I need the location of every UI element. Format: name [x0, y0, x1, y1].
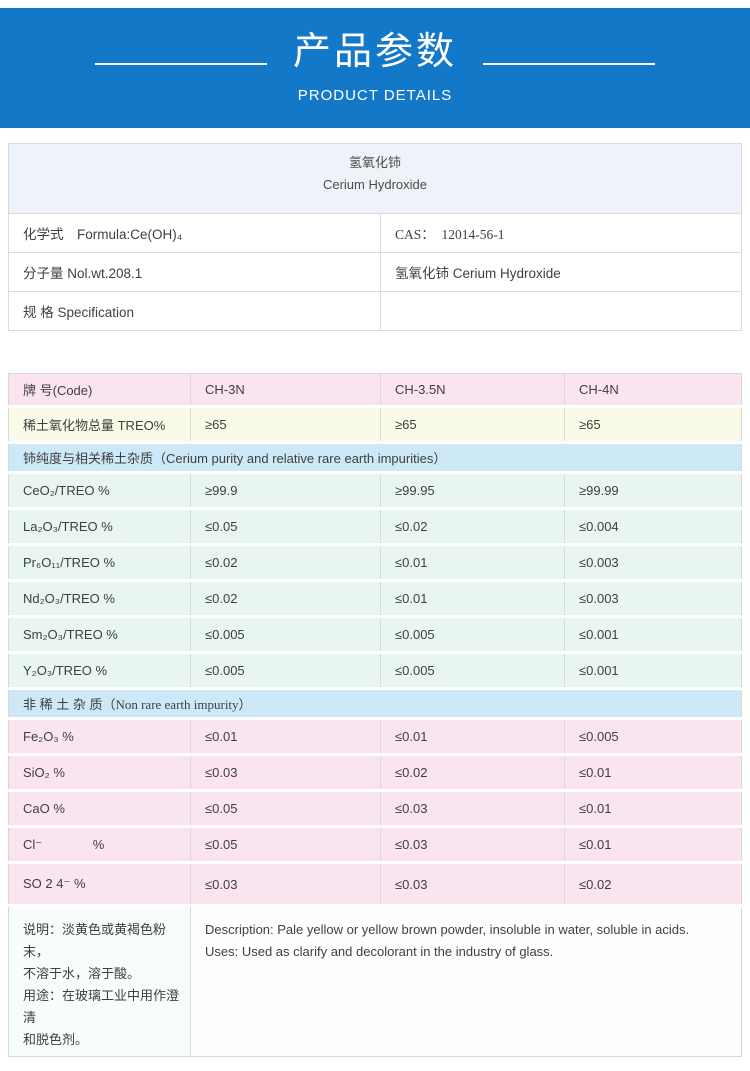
- spec-value-ch35n: ≥99.95: [380, 471, 565, 509]
- spec-row-sio2: SiO₂ % ≤0.03 ≤0.02 ≤0.01: [8, 753, 742, 791]
- spec-row-ceo2: CeO₂/TREO % ≥99.9 ≥99.95 ≥99.99: [8, 471, 742, 509]
- spec-row-label: SiO₂ %: [8, 753, 191, 791]
- spec-value-ch35n: ≤0.03: [380, 825, 565, 863]
- spec-value-ch3n: ≤0.02: [190, 579, 381, 617]
- spec-value-ch3n: ≤0.005: [190, 651, 381, 689]
- page-title: 产品参数: [292, 31, 457, 74]
- spec-value-ch3n: ≤0.03: [190, 861, 381, 906]
- spec-value-ch35n: ≤0.01: [380, 543, 565, 581]
- mol-weight-cell: 分子量 Nol.wt.208.1: [9, 253, 381, 291]
- spec-row-so4: SO 2 4⁻ % ≤0.03 ≤0.03 ≤0.02: [8, 861, 742, 906]
- spec-empty-cell: [381, 292, 741, 330]
- spec-value-ch3n: ≤0.05: [190, 507, 381, 545]
- spec-value-ch35n: ≤0.005: [380, 651, 565, 689]
- spec-row-pr6o11: Pr₆O₁₁/TREO % ≤0.02 ≤0.01 ≤0.003: [8, 543, 742, 581]
- spec-value-ch4n: ≥99.99: [564, 471, 742, 509]
- product-details-page: 产品参数 PRODUCT DETAILS 氢氧化铈 Cerium Hydroxi…: [0, 8, 750, 1057]
- section-non-rare-earth-label: 非 稀 土 杂 质（Non rare earth impurity）: [8, 687, 742, 719]
- section-cerium-purity-label: 铈纯度与相关稀土杂质（Cerium purity and relative ra…: [8, 441, 742, 473]
- cas-cell: CAS： 12014-56-1: [395, 227, 505, 242]
- banner-divider-left: [94, 62, 267, 65]
- spec-value-ch3n: ≤0.005: [190, 615, 381, 653]
- product-name-zh: 氢氧化铈: [348, 155, 401, 170]
- spec-row-la2o3: La₂O₃/TREO % ≤0.05 ≤0.02 ≤0.004: [8, 507, 742, 545]
- spec-value-ch4n: ≤0.01: [564, 825, 742, 863]
- spec-value-ch3n: ≤0.05: [190, 825, 381, 863]
- spec-row-cao: CaO % ≤0.05 ≤0.03 ≤0.01: [8, 789, 742, 827]
- spec-code-row: 牌 号(Code) CH-3N CH-3.5N CH-4N: [8, 373, 742, 407]
- page-subtitle: PRODUCT DETAILS: [297, 86, 453, 104]
- spec-value-ch4n: ≤0.005: [564, 717, 742, 755]
- info-row-molweight: 分子量 Nol.wt.208.1 氢氧化铈 Cerium Hydroxide: [9, 253, 741, 292]
- spec-value-ch35n: ≤0.02: [380, 507, 565, 545]
- spec-value-ch3n: ≥99.9: [190, 471, 381, 509]
- description-zh: 说明：淡黄色或黄褐色粉末， 不溶于水，溶于酸。 用途：在玻璃工业中用作澄清 和脱…: [8, 904, 191, 1057]
- spec-value-ch4n: ≤0.001: [564, 651, 742, 689]
- spec-value-ch3n: ≤0.01: [190, 717, 381, 755]
- spec-value-ch3n: ≤0.03: [190, 753, 381, 791]
- spec-value-ch35n: ≤0.01: [380, 717, 565, 755]
- product-name-header: 氢氧化铈 Cerium Hydroxide: [9, 144, 741, 214]
- spec-value-ch35n: ≤0.03: [380, 789, 565, 827]
- spec-col-ch4n: CH-4N: [564, 373, 742, 407]
- spec-row-label: CeO₂/TREO %: [8, 471, 191, 509]
- description-row: 说明：淡黄色或黄褐色粉末， 不溶于水，溶于酸。 用途：在玻璃工业中用作澄清 和脱…: [8, 904, 742, 1057]
- spec-value-ch4n: ≤0.003: [564, 579, 742, 617]
- spec-value-ch4n: ≤0.004: [564, 507, 742, 545]
- spec-value-ch3n: ≤0.02: [190, 543, 381, 581]
- banner-divider-right: [483, 62, 655, 65]
- spec-row-label: La₂O₃/TREO %: [8, 507, 191, 545]
- spec-row-nd2o3: Nd₂O₃/TREO % ≤0.02 ≤0.01 ≤0.003: [8, 579, 742, 617]
- section-cerium-purity: 铈纯度与相关稀土杂质（Cerium purity and relative ra…: [8, 441, 742, 473]
- spec-value-ch4n: ≤0.003: [564, 543, 742, 581]
- spec-value-ch4n: ≤0.01: [564, 753, 742, 791]
- spec-value-ch35n: ≥65: [380, 405, 565, 443]
- section-non-rare-earth-zh: 非 稀 土 杂 质: [23, 697, 103, 712]
- banner-title-row: 产品参数: [94, 31, 655, 74]
- spec-row-label: 稀土氧化物总量 TREO%: [8, 405, 191, 443]
- spec-row-cl: Cl⁻ % ≤0.05 ≤0.03 ≤0.01: [8, 825, 742, 863]
- spec-value-ch4n: ≥65: [564, 405, 742, 443]
- info-row-formula: 化学式 Formula:Ce(OH)₄ CAS： 12014-56-1: [9, 214, 741, 253]
- product-name-en: Cerium Hydroxide: [322, 177, 428, 192]
- spec-col-ch3n: CH-3N: [190, 373, 381, 407]
- spec-label-cell: 规 格 Specification: [9, 292, 381, 330]
- section-non-rare-earth: 非 稀 土 杂 质（Non rare earth impurity）: [8, 687, 742, 719]
- description-en: Description: Pale yellow or yellow brown…: [190, 904, 742, 1057]
- spec-row-label: Y₂O₃/TREO %: [8, 651, 191, 689]
- spec-value-ch3n: ≥65: [190, 405, 381, 443]
- spec-col-ch35n: CH-3.5N: [380, 373, 565, 407]
- spec-value-ch3n: ≤0.05: [190, 789, 381, 827]
- spec-value-ch4n: ≤0.001: [564, 615, 742, 653]
- spec-row-label: Fe₂O₃ %: [8, 717, 191, 755]
- name-bilingual-cell: 氢氧化铈 Cerium Hydroxide: [395, 266, 561, 281]
- spec-row-label: CaO %: [8, 789, 191, 827]
- spec-row-label: SO 2 4⁻ %: [8, 861, 191, 906]
- spec-row-treo: 稀土氧化物总量 TREO% ≥65 ≥65 ≥65: [8, 405, 742, 443]
- section-non-rare-earth-en: （Non rare earth impurity）: [102, 697, 252, 712]
- spec-value-ch35n: ≤0.005: [380, 615, 565, 653]
- product-info-card: 氢氧化铈 Cerium Hydroxide 化学式 Formula:Ce(OH)…: [8, 143, 742, 331]
- spec-row-label: 牌 号(Code): [8, 373, 191, 407]
- spec-row-label: Sm₂O₃/TREO %: [8, 615, 191, 653]
- formula-cell: 化学式 Formula:Ce(OH)₄: [9, 214, 381, 252]
- spec-row-y2o3: Y₂O₃/TREO % ≤0.005 ≤0.005 ≤0.001: [8, 651, 742, 689]
- spec-row-label: Pr₆O₁₁/TREO %: [8, 543, 191, 581]
- spec-value-ch4n: ≤0.02: [564, 861, 742, 906]
- spec-row-label: Nd₂O₃/TREO %: [8, 579, 191, 617]
- spec-row-fe2o3: Fe₂O₃ % ≤0.01 ≤0.01 ≤0.005: [8, 717, 742, 755]
- spec-row-label: Cl⁻ %: [8, 825, 191, 863]
- spec-table: 牌 号(Code) CH-3N CH-3.5N CH-4N 稀土氧化物总量 TR…: [8, 373, 742, 1057]
- spec-value-ch35n: ≤0.03: [380, 861, 565, 906]
- banner: 产品参数 PRODUCT DETAILS: [0, 8, 750, 128]
- info-row-spec: 规 格 Specification: [9, 292, 741, 330]
- spec-value-ch35n: ≤0.01: [380, 579, 565, 617]
- spec-row-sm2o3: Sm₂O₃/TREO % ≤0.005 ≤0.005 ≤0.001: [8, 615, 742, 653]
- spec-value-ch35n: ≤0.02: [380, 753, 565, 791]
- spec-value-ch4n: ≤0.01: [564, 789, 742, 827]
